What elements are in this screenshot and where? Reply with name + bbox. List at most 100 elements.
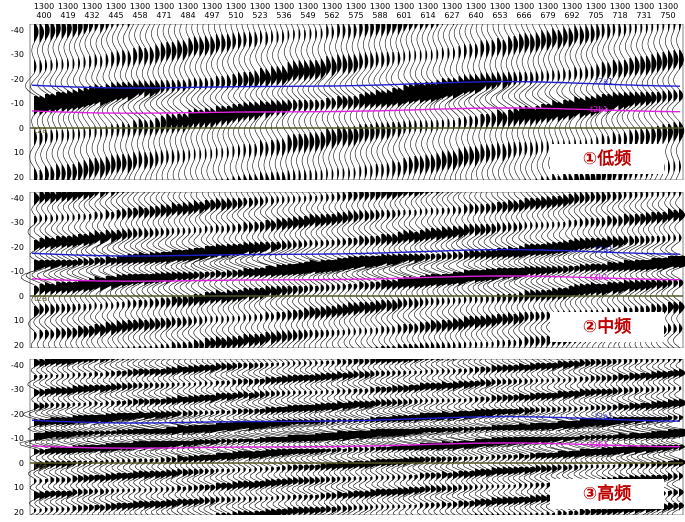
trace-header-cdp: 510 (228, 11, 244, 20)
trace-lobe (464, 116, 467, 130)
trace-lobe (552, 513, 555, 515)
trace-lobe (50, 284, 58, 296)
trace-lobe (419, 371, 422, 375)
trace-lobe (105, 24, 109, 32)
trace-lobe (364, 491, 371, 499)
trace-lobe (249, 497, 252, 503)
trace-lobe (199, 202, 206, 216)
trace-header-line: 1300 (81, 2, 103, 11)
trace-lobe (144, 459, 148, 465)
trace-lobe (78, 258, 84, 266)
trace-lobe (508, 222, 512, 234)
trace-lobe (337, 505, 341, 513)
trace-lobe (397, 52, 401, 66)
trace-lobe (623, 60, 628, 80)
trace-lobe (149, 399, 156, 407)
trace-lobe (535, 495, 542, 503)
trace-lobe (475, 485, 478, 491)
trace-lobe (199, 78, 203, 92)
trace-lobe (668, 473, 673, 481)
trace-lobe (50, 477, 54, 485)
trace-lobe (34, 60, 37, 74)
trace-lobe (271, 30, 273, 46)
trace-lobe (166, 469, 173, 479)
trace-lobe (61, 359, 69, 367)
trace-lobe (414, 487, 421, 495)
trace-lobe (188, 485, 192, 493)
trace-lobe (320, 58, 326, 80)
trace-lobe (508, 455, 513, 461)
trace-lobe (640, 56, 645, 76)
trace-lobe (89, 304, 92, 312)
trace-lobe (453, 342, 456, 348)
trace-lobe (640, 280, 647, 292)
trace-lobe (552, 70, 555, 82)
trace-lobe (127, 24, 130, 30)
trace-lobe (166, 383, 170, 389)
trace-lobe (668, 90, 672, 104)
trace-lobe (414, 192, 420, 198)
trace-lobe (353, 491, 360, 499)
trace-lobe (640, 403, 648, 411)
trace-lobe (72, 385, 80, 395)
trace-lobe (138, 411, 147, 419)
trace-lobe (607, 236, 613, 248)
trace-lobe (524, 395, 531, 403)
trace-lobe (645, 128, 650, 148)
trace-lobe (89, 214, 92, 222)
trace-lobe (249, 32, 252, 50)
trace-header-cdp: 614 (420, 11, 436, 20)
trace-lobe (458, 148, 463, 170)
trace-lobe (144, 300, 148, 310)
trace-lobe (441, 381, 449, 391)
trace-lobe (414, 298, 419, 310)
trace-lobe (238, 481, 245, 491)
trace-lobe (491, 455, 496, 461)
trace-lobe (596, 64, 600, 82)
trace-lobe (645, 403, 652, 411)
trace-lobe (419, 120, 423, 134)
trace-lobe (133, 346, 136, 348)
trace-lobe (309, 477, 315, 485)
trace-lobe (50, 238, 58, 250)
trace-lobe (304, 465, 310, 473)
trace-lobe (45, 260, 53, 270)
trace-lobe (607, 435, 614, 441)
trace-lobe (210, 200, 216, 212)
trace-lobe (265, 312, 269, 322)
trace-header-cdp: 484 (180, 11, 196, 20)
trace-lobe (486, 513, 489, 515)
trace-header-cdp: 536 (276, 11, 292, 20)
trace-lobe (293, 60, 299, 82)
trace-lobe (430, 24, 435, 30)
trace-lobe (309, 391, 312, 397)
trace-lobe (221, 497, 225, 503)
trace-lobe (50, 403, 54, 409)
trace-lobe (304, 308, 309, 322)
trace-lobe (441, 485, 447, 493)
trace-lobe (640, 463, 645, 469)
trace-lobe (293, 330, 298, 342)
trace-lobe (111, 302, 114, 310)
trace-lobe (513, 36, 518, 56)
trace-lobe (260, 68, 266, 88)
seismic-trace (399, 192, 424, 348)
trace-lobe (596, 238, 604, 250)
trace-lobe (546, 407, 551, 413)
trace-lobe (265, 467, 269, 473)
trace-lobe (89, 56, 92, 70)
trace-lobe (403, 344, 408, 348)
trace-lobe (309, 449, 317, 455)
trace-lobe (326, 56, 331, 76)
trace-lobe (381, 371, 385, 377)
trace-lobe (254, 409, 260, 415)
trace-lobe (458, 318, 465, 332)
trace-lobe (673, 387, 676, 393)
trace-lobe (557, 377, 560, 383)
trace-lobe (353, 54, 358, 74)
trace-lobe (370, 302, 376, 314)
trace-lobe (386, 254, 398, 266)
trace-lobe (304, 330, 308, 340)
trace-lobe (83, 489, 88, 497)
trace-lobe (100, 431, 107, 437)
